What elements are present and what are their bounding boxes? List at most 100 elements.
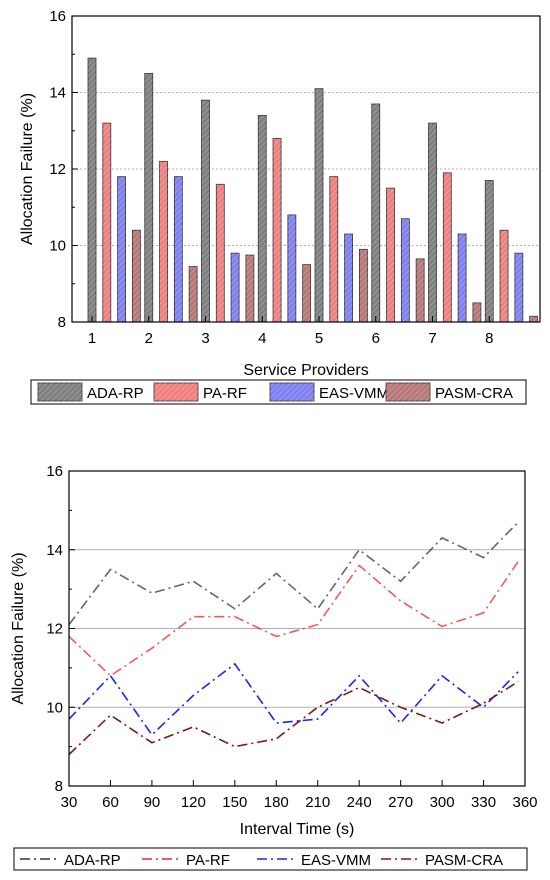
bar-eas-vmm-6 [400, 218, 410, 323]
x-tick-label: 300 [430, 794, 455, 811]
x-tick-label: 3 [201, 330, 209, 347]
legend-item-pasm-cra: PASM-CRA [381, 852, 503, 869]
bar-pa-rf-3 [215, 183, 225, 323]
bar-ada-rp-5 [314, 88, 324, 323]
bar-chart-grid [72, 92, 540, 246]
legend-item-pasm-cra: PASM-CRA [385, 382, 513, 402]
bar-eas-vmm-1 [117, 176, 126, 323]
bar-chart-bars [87, 57, 539, 323]
line-chart-grid [69, 549, 525, 708]
legend-label: PA-RF [203, 385, 247, 402]
legend-item-pa-rf: PA-RF [142, 852, 230, 869]
line-series-eas-vmm [68, 662, 519, 737]
bar-eas-vmm-5 [344, 233, 354, 323]
bar-pasm-cra-5 [358, 248, 368, 323]
x-tick-label: 4 [258, 330, 266, 347]
line-chart-legend: ADA-RP PA-RF EAS-VMM PASM-CRA [13, 847, 528, 871]
bar-ada-rp-2 [144, 72, 154, 323]
bar-pasm-cra-7 [472, 302, 482, 323]
line-chart-x-axis-label: Interval Time (s) [240, 821, 355, 838]
bar-chart-x-axis-label: Service Providers [243, 362, 368, 379]
x-tick-label: 2 [145, 330, 153, 347]
x-tick-label: 6 [372, 330, 380, 347]
legend-item-eas-vmm: EAS-VMM [269, 382, 389, 402]
legend-item-pa-rf: PA-RF [153, 382, 247, 402]
line-chart-series [68, 521, 519, 756]
bar-eas-vmm-2 [173, 176, 183, 323]
bar-pasm-cra-8 [529, 315, 539, 323]
legend-item-eas-vmm: EAS-VMM [257, 852, 371, 869]
x-tick-label: 360 [512, 794, 537, 811]
legend-label: ADA-RP [87, 385, 144, 402]
x-tick-label: 30 [61, 794, 78, 811]
y-tick-label: 14 [49, 85, 66, 102]
bar-pa-rf-8 [499, 229, 509, 323]
x-tick-label: 150 [222, 794, 247, 811]
bar-ada-rp-4 [257, 115, 267, 323]
legend-label: EAS-VMM [301, 852, 371, 869]
bar-pa-rf-6 [386, 187, 395, 323]
x-tick-label: 90 [144, 794, 161, 811]
bar-eas-vmm-7 [457, 233, 467, 323]
bar-ada-rp-8 [484, 180, 494, 323]
y-tick-label: 12 [46, 621, 63, 638]
line-chart-x-ticks: 30 60 90 120 150 180 210 240 270 300 330 360 [61, 780, 538, 811]
bar-chart-y-axis-label: Allocation Failure (%) [19, 93, 36, 245]
bar-pa-rf-7 [442, 172, 452, 323]
bar-eas-vmm-4 [287, 214, 297, 323]
y-tick-label: 10 [46, 699, 63, 716]
y-tick-label: 16 [49, 8, 66, 25]
bar-pa-rf-1 [102, 122, 112, 323]
x-tick-label: 1 [88, 330, 96, 347]
x-tick-label: 270 [388, 794, 413, 811]
y-tick-label: 8 [58, 314, 66, 331]
bar-pasm-cra-6 [415, 258, 425, 323]
x-tick-label: 8 [485, 330, 493, 347]
bar-pasm-cra-1 [131, 229, 141, 323]
line-series-pasm-cra [68, 681, 519, 756]
bar-pasm-cra-2 [188, 266, 198, 323]
y-tick-label: 12 [49, 161, 66, 178]
x-tick-label: 240 [347, 794, 372, 811]
x-tick-label: 120 [181, 794, 206, 811]
x-tick-label: 330 [471, 794, 496, 811]
y-tick-label: 14 [46, 542, 63, 559]
y-tick-label: 16 [46, 463, 63, 480]
x-tick-label: 210 [305, 794, 330, 811]
legend-box [13, 847, 528, 871]
bar-ada-rp-1 [87, 57, 97, 323]
legend-item-ada-rp: ADA-RP [20, 852, 121, 869]
bar-eas-vmm-8 [514, 252, 524, 323]
line-chart-y-ticks: 8 10 12 14 16 [46, 463, 75, 795]
y-tick-label: 10 [49, 238, 66, 255]
y-tick-label: 8 [55, 778, 63, 795]
bar-chart-legend: ADA-RP PA-RF EAS-VMM PASM-CRA [30, 379, 527, 405]
line-chart: 30 60 90 120 150 180 210 240 270 300 330 360 8 10 12 1… [10, 463, 538, 871]
bar-pa-rf-2 [159, 160, 168, 323]
bar-eas-vmm-3 [230, 252, 240, 323]
x-tick-label: 5 [315, 330, 323, 347]
legend-label: PA-RF [186, 852, 230, 869]
x-tick-label: 60 [102, 794, 119, 811]
x-tick-label: 7 [428, 330, 436, 347]
legend-label: ADA-RP [64, 852, 121, 869]
legend-label: EAS-VMM [319, 385, 389, 402]
bar-ada-rp-7 [428, 122, 437, 323]
bar-pasm-cra-3 [245, 254, 255, 323]
bar-pasm-cra-4 [302, 264, 312, 323]
x-tick-label: 180 [264, 794, 289, 811]
legend-label: PASM-CRA [435, 385, 513, 402]
line-chart-y-axis-label: Allocation Failure (%) [10, 552, 27, 704]
bar-ada-rp-3 [201, 99, 210, 323]
bar-ada-rp-6 [371, 103, 381, 323]
bar-pa-rf-4 [272, 137, 282, 323]
line-series-ada-rp [68, 521, 519, 626]
bar-chart-y-ticks: 8 10 12 14 16 [49, 8, 78, 331]
legend-item-ada-rp: ADA-RP [37, 382, 144, 402]
legend-label: PASM-CRA [425, 852, 503, 869]
bar-pa-rf-5 [329, 176, 339, 323]
line-series-pa-rf [68, 561, 519, 677]
bar-chart-x-ticks: 1 2 3 4 5 6 7 8 [88, 316, 493, 347]
